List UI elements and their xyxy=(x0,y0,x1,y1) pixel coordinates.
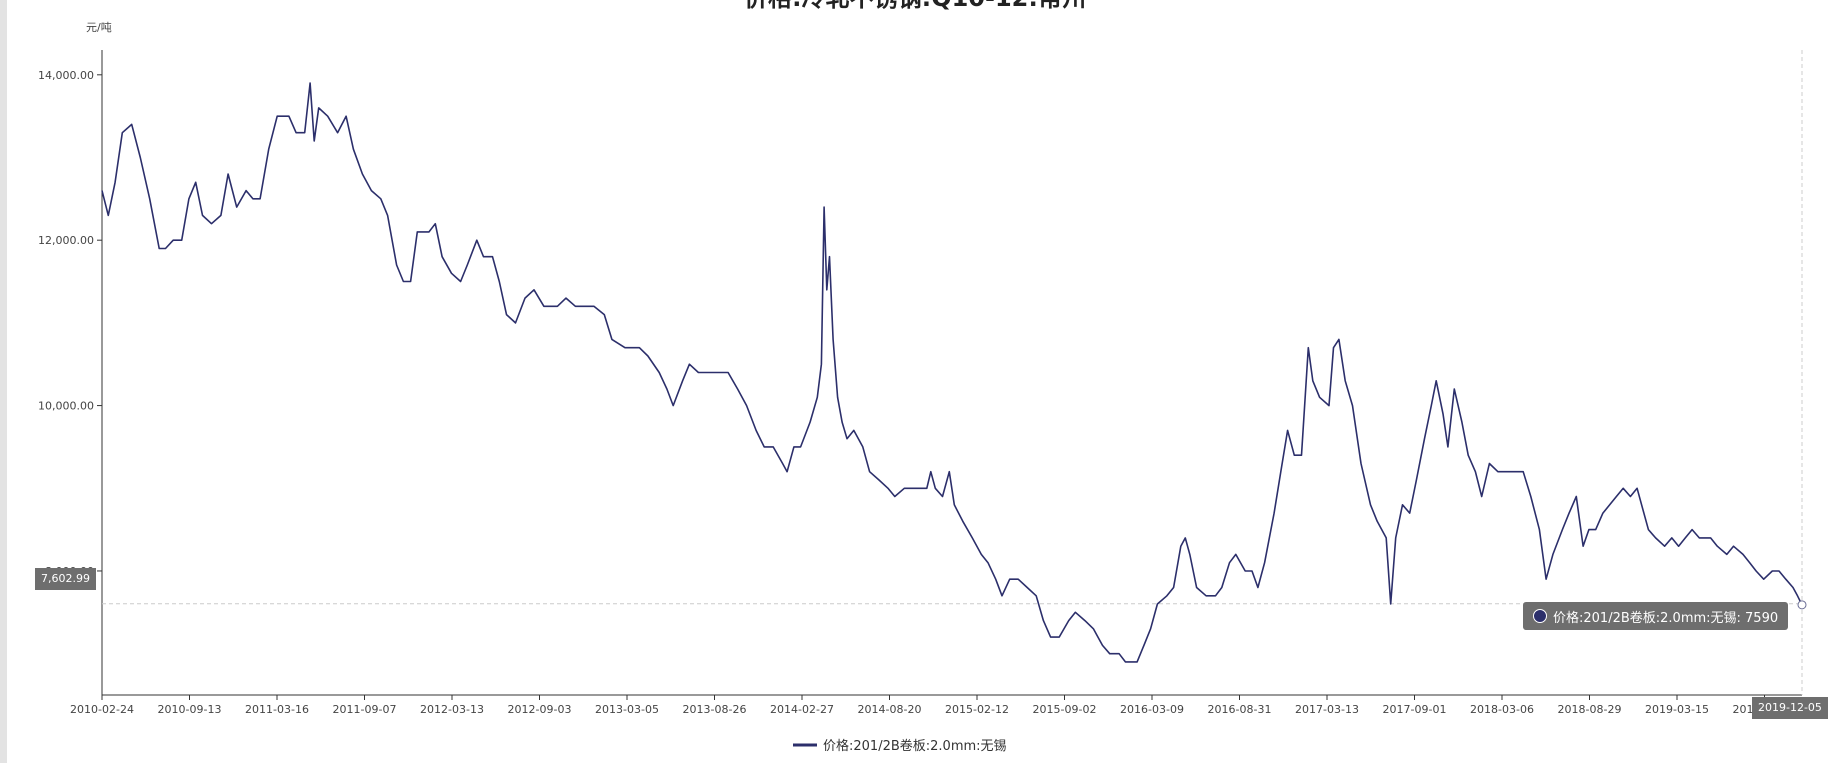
x-tick-label: 2011-03-16 xyxy=(245,703,309,716)
x-tick-label: 2013-03-05 xyxy=(595,703,659,716)
x-tick-label: 2016-03-09 xyxy=(1120,703,1184,716)
chart-tooltip: 价格:201/2B卷板:2.0mm:无锡: 7590 xyxy=(1523,602,1789,630)
x-tick-label: 2012-03-13 xyxy=(420,703,484,716)
series-color-dot xyxy=(1533,609,1547,623)
x-tick-label: 2018-03-06 xyxy=(1470,703,1534,716)
y-tick-label: 10,000.00 xyxy=(38,400,94,413)
series-line xyxy=(101,82,1803,663)
x-tick-label: 2011-09-07 xyxy=(333,703,397,716)
x-tick-label: 2014-02-27 xyxy=(770,703,834,716)
tooltip-text: 价格:201/2B卷板:2.0mm:无锡: 7590 xyxy=(1553,610,1779,626)
x-tick-label: 2010-02-24 xyxy=(70,703,134,716)
y-tick-label: 14,000.00 xyxy=(38,69,94,82)
x-tick-label: 2018-08-29 xyxy=(1558,703,1622,716)
x-tick-label: 2012-09-03 xyxy=(508,703,572,716)
x-tick-label: 2014-08-20 xyxy=(858,703,922,716)
x-tick-label: 2017-03-13 xyxy=(1295,703,1359,716)
x-tick-label: 2015-09-02 xyxy=(1033,703,1097,716)
y-axis-pointer-label: 7,602.99 xyxy=(35,568,96,590)
x-tick-label: 2019-03-15 xyxy=(1645,703,1709,716)
chart-title: 价格:冷轧不锈钢:Q10-12:常州 xyxy=(744,0,1086,12)
hover-point-marker xyxy=(1797,600,1807,610)
x-tick-label: 2013-08-26 xyxy=(683,703,747,716)
x-tick-label: 2016-08-31 xyxy=(1208,703,1272,716)
legend-label: 价格:201/2B卷板:2.0mm:无锡 xyxy=(823,738,1007,754)
y-tick-label: 12,000.00 xyxy=(38,234,94,247)
y-axis-unit: 元/吨 xyxy=(86,21,112,34)
left-edge-strip xyxy=(0,0,7,763)
x-tick-label: 2015-02-12 xyxy=(945,703,1009,716)
x-tick-label: 2017-09-01 xyxy=(1383,703,1447,716)
x-tick-label: 2010-09-13 xyxy=(158,703,222,716)
x-axis-pointer-label: 2019-12-05 xyxy=(1752,697,1828,719)
